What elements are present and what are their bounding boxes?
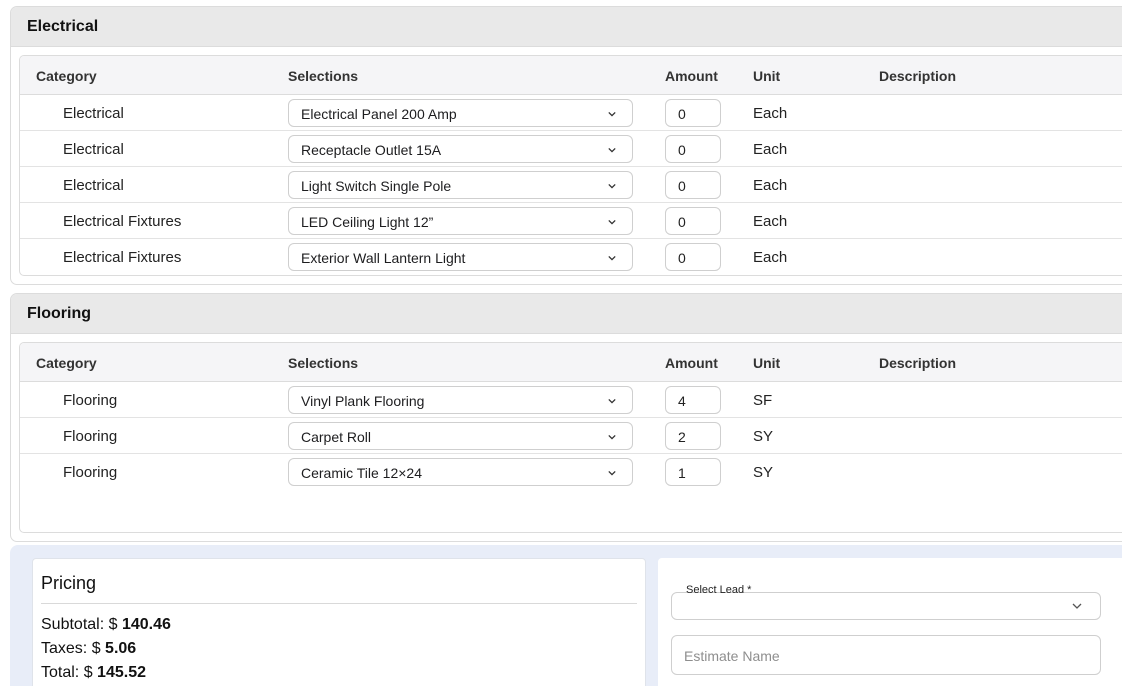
divider — [41, 603, 637, 604]
row-category: Electrical Fixtures — [63, 249, 182, 266]
table-header: Category Selections Amount Unit Descript… — [20, 343, 1122, 382]
chevron-down-icon — [1072, 603, 1082, 609]
pricing-card: Pricing Subtotal: $ 140.46 Taxes: $ 5.06… — [32, 558, 646, 686]
selection-dropdown[interactable]: Carpet Roll — [288, 422, 633, 450]
total-label: Total: $ — [41, 664, 93, 681]
amount-input[interactable]: 2 — [665, 422, 721, 450]
table-row: Electrical Electrical Panel 200 Amp 0 Ea… — [20, 95, 1122, 131]
chevron-down-icon — [608, 219, 616, 225]
amount-input[interactable]: 0 — [665, 207, 721, 235]
subtotal-value: 140.46 — [121, 616, 171, 633]
row-unit: SF — [753, 392, 773, 409]
row-category: Electrical Fixtures — [63, 213, 182, 230]
row-unit: Each — [753, 141, 788, 158]
selection-dropdown[interactable]: Electrical Panel 200 Amp — [288, 99, 633, 127]
amount-input[interactable]: 0 — [665, 135, 721, 163]
selection-value: Light Switch Single Pole — [301, 178, 452, 194]
row-category: Electrical — [63, 105, 124, 122]
total-line: Total: $ 145.52 — [41, 664, 146, 682]
amount-input[interactable]: 4 — [665, 386, 721, 414]
selection-value: Vinyl Plank Flooring — [301, 393, 425, 409]
chevron-down-icon — [608, 183, 616, 189]
row-unit: SY — [753, 428, 774, 445]
selection-dropdown[interactable]: Receptacle Outlet 15A — [288, 135, 633, 163]
selection-value: Receptacle Outlet 15A — [301, 142, 442, 158]
subtotal-line: Subtotal: $ 140.46 — [41, 616, 171, 634]
row-category: Electrical — [63, 177, 124, 194]
row-category: Electrical — [63, 141, 124, 158]
estimate-name-input[interactable]: Estimate Name — [671, 635, 1101, 675]
row-category: Flooring — [63, 464, 118, 481]
table-row: Flooring Carpet Roll 2 SY — [20, 418, 1122, 454]
row-unit: SY — [753, 464, 774, 481]
header-unit: Unit — [753, 355, 781, 371]
header-selections: Selections — [288, 68, 359, 84]
select-lead-label: Select Lead * — [686, 584, 752, 596]
row-unit: Each — [753, 249, 788, 266]
taxes-label: Taxes: $ — [41, 640, 101, 657]
select-lead-dropdown[interactable] — [671, 592, 1101, 620]
amount-input[interactable]: 1 — [665, 458, 721, 486]
pricing-panel: Pricing Subtotal: $ 140.46 Taxes: $ 5.06… — [10, 545, 1122, 686]
selection-dropdown[interactable]: LED Ceiling Light 12” — [288, 207, 633, 235]
subtotal-label: Subtotal: $ — [41, 616, 118, 633]
estimate-form: Select Lead * Estimate Name — [658, 558, 1122, 686]
selection-dropdown[interactable]: Ceramic Tile 12×24 — [288, 458, 633, 486]
selection-value: Carpet Roll — [301, 429, 372, 445]
table-row: Electrical Receptacle Outlet 15A 0 Each — [20, 131, 1122, 167]
header-amount: Amount — [665, 68, 718, 84]
table-row: Flooring Vinyl Plank Flooring 4 SF — [20, 382, 1122, 418]
chevron-down-icon — [608, 434, 616, 440]
amount-input[interactable]: 0 — [665, 171, 721, 199]
row-unit: Each — [753, 177, 788, 194]
row-unit: Each — [753, 213, 788, 230]
selection-value: LED Ceiling Light 12” — [301, 214, 434, 230]
amount-input[interactable]: 0 — [665, 99, 721, 127]
header-amount: Amount — [665, 355, 718, 371]
row-category: Flooring — [63, 392, 118, 409]
electrical-section: Electrical Category Selections Amount Un… — [10, 6, 1122, 285]
header-unit: Unit — [753, 68, 781, 84]
total-value: 145.52 — [97, 664, 146, 681]
header-category: Category — [36, 355, 97, 371]
row-unit: Each — [753, 105, 788, 122]
selection-value: Exterior Wall Lantern Light — [301, 250, 466, 266]
row-category: Flooring — [63, 428, 118, 445]
selection-dropdown[interactable]: Exterior Wall Lantern Light — [288, 243, 633, 271]
chevron-down-icon — [608, 398, 616, 404]
header-description: Description — [879, 355, 957, 371]
table-row: Electrical Fixtures LED Ceiling Light 12… — [20, 203, 1122, 239]
flooring-table: Category Selections Amount Unit Descript… — [19, 342, 1122, 533]
table-row: Flooring Ceramic Tile 12×24 1 SY — [20, 454, 1122, 490]
section-title: Flooring — [11, 294, 1122, 334]
selection-dropdown[interactable]: Light Switch Single Pole — [288, 171, 633, 199]
header-description: Description — [879, 68, 957, 84]
chevron-down-icon — [608, 147, 616, 153]
chevron-down-icon — [608, 255, 616, 261]
selection-value: Ceramic Tile 12×24 — [301, 465, 423, 481]
table-row: Electrical Light Switch Single Pole 0 Ea… — [20, 167, 1122, 203]
table-header: Category Selections Amount Unit Descript… — [20, 56, 1122, 95]
amount-input[interactable]: 0 — [665, 243, 721, 271]
electrical-table: Category Selections Amount Unit Descript… — [19, 55, 1122, 276]
taxes-line: Taxes: $ 5.06 — [41, 640, 136, 658]
section-title: Electrical — [11, 7, 1122, 47]
chevron-down-icon — [608, 111, 616, 117]
taxes-value: 5.06 — [105, 640, 137, 657]
chevron-down-icon — [608, 470, 616, 476]
flooring-section: Flooring Category Selections Amount Unit… — [10, 293, 1122, 542]
table-row: Electrical Fixtures Exterior Wall Lanter… — [20, 239, 1122, 275]
header-selections: Selections — [288, 355, 359, 371]
selection-value: Electrical Panel 200 Amp — [301, 106, 457, 122]
selection-dropdown[interactable]: Vinyl Plank Flooring — [288, 386, 633, 414]
header-category: Category — [36, 68, 97, 84]
pricing-title: Pricing — [41, 573, 97, 593]
